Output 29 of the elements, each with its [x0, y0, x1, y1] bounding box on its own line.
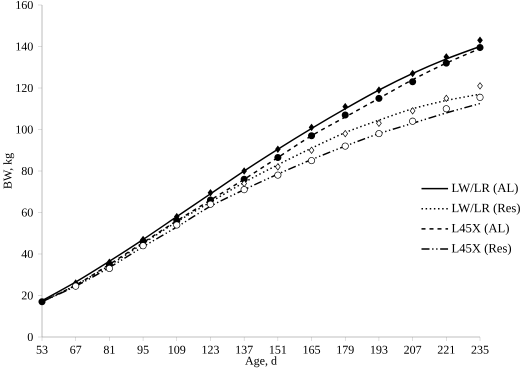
x-tick-label: 235: [472, 346, 489, 354]
y-tick-label: 100: [16, 125, 33, 134]
x-tick-label: 53: [36, 346, 48, 354]
x-tick-label: 179: [337, 346, 354, 354]
x-tick-label: 193: [370, 346, 388, 354]
x-tick-label: 221: [438, 346, 455, 354]
y-tick-label: 80: [22, 166, 33, 176]
x-tick-label: 207: [404, 346, 422, 354]
legend-label: LW/LR (Res): [452, 203, 520, 215]
x-tick-label: 67: [70, 346, 82, 354]
y-tick-label: 160: [16, 0, 33, 10]
y-tick-label: 120: [16, 84, 33, 92]
x-tick-label: 165: [304, 346, 320, 354]
x-tick-label: 81: [104, 346, 115, 354]
x-tick-label: 95: [137, 346, 149, 354]
x-tick-label: 123: [202, 346, 220, 354]
y-tick-label: 20: [22, 291, 33, 300]
y-tick-label: 60: [22, 208, 33, 217]
legend-label: L45X (Res): [452, 244, 512, 256]
x-axis-title: Age, d: [245, 356, 277, 368]
x-tick-label: 137: [236, 346, 253, 354]
x-tick-label: 151: [270, 346, 286, 354]
y-tick-label: 40: [22, 250, 33, 258]
legend-label: L45X (AL): [452, 223, 509, 235]
y-tick-label: 0: [28, 332, 33, 342]
legend-label: LW/LR (AL): [452, 183, 518, 195]
x-tick-label: 109: [168, 346, 186, 354]
y-axis-title: BW, kg: [3, 153, 14, 189]
y-tick-label: 140: [16, 42, 33, 51]
